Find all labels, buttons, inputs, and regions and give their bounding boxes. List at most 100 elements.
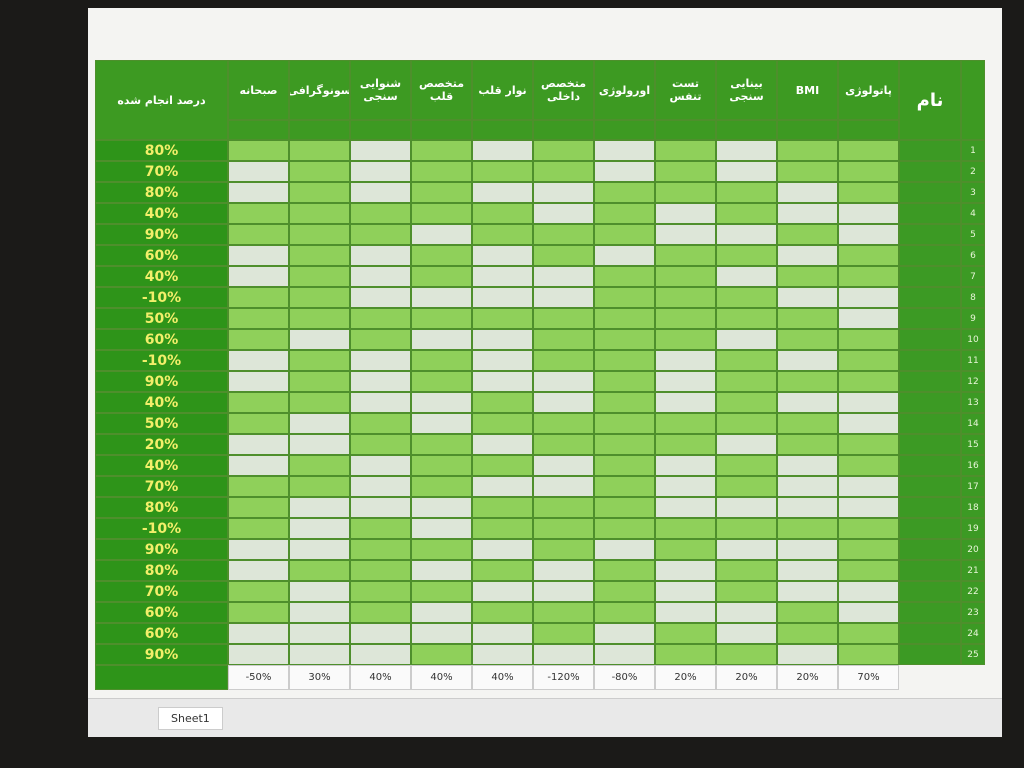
status-cell [594,245,655,266]
status-cell [350,623,411,644]
status-cell [472,581,533,602]
status-cell [594,434,655,455]
status-cell [655,602,716,623]
row-number: 1 [961,140,985,161]
status-cell [594,497,655,518]
status-cell [777,329,838,350]
status-cell [411,182,472,203]
status-cell [228,455,289,476]
total-cell: 40% [472,665,533,690]
status-cell [777,350,838,371]
total-cell: -120% [533,665,594,690]
header-cell: تست تنفس [655,60,716,120]
name-cell [899,161,961,182]
status-cell [533,623,594,644]
status-cell [533,392,594,413]
status-cell [533,203,594,224]
status-cell [472,182,533,203]
row-number: 8 [961,287,985,308]
status-cell [838,476,899,497]
status-cell [655,581,716,602]
status-cell [777,644,838,665]
status-cell [777,287,838,308]
status-cell [716,371,777,392]
name-cell [899,245,961,266]
status-cell [411,308,472,329]
status-cell [533,455,594,476]
status-cell [411,434,472,455]
status-cell [594,392,655,413]
status-cell [411,581,472,602]
status-cell [594,161,655,182]
status-cell [655,644,716,665]
status-cell [411,644,472,665]
status-cell [716,518,777,539]
status-cell [472,602,533,623]
status-cell [228,224,289,245]
status-cell [838,350,899,371]
row-number: 20 [961,539,985,560]
status-cell [472,518,533,539]
status-cell [350,266,411,287]
status-cell [411,245,472,266]
status-cell [350,224,411,245]
status-cell [350,413,411,434]
subheader-cell [289,120,350,140]
status-cell [777,371,838,392]
tab-bar: Sheet1 [88,698,1002,737]
status-cell [289,539,350,560]
status-cell [289,392,350,413]
name-cell [899,371,961,392]
status-cell [472,140,533,161]
status-cell [533,413,594,434]
status-cell [838,497,899,518]
status-cell [350,644,411,665]
spreadsheet-screen: Sheet1 درصد انجام شده صبحانه سونوگرافی شنوا… [88,8,1002,737]
status-cell [838,287,899,308]
status-cell [289,581,350,602]
status-cell [716,560,777,581]
status-cell [594,623,655,644]
status-cell [289,371,350,392]
status-cell [655,623,716,644]
status-cell [411,371,472,392]
subheader-cell [716,120,777,140]
row-number: 24 [961,623,985,644]
status-cell [838,413,899,434]
status-cell [594,602,655,623]
status-cell [838,434,899,455]
progress-cell: 70% [95,161,228,182]
status-cell [716,476,777,497]
status-cell [472,413,533,434]
status-cell [594,203,655,224]
status-cell [411,539,472,560]
status-cell [838,644,899,665]
status-cell [655,329,716,350]
progress-cell: 60% [95,245,228,266]
status-cell [289,476,350,497]
status-cell [228,560,289,581]
row-number: 4 [961,203,985,224]
status-cell [411,413,472,434]
status-cell [716,287,777,308]
total-cell: -80% [594,665,655,690]
status-cell [777,245,838,266]
status-cell [411,476,472,497]
row-number: 5 [961,224,985,245]
name-cell [899,497,961,518]
header-cell: نوار قلب [472,60,533,120]
status-cell [777,581,838,602]
status-cell [716,350,777,371]
row-number: 11 [961,350,985,371]
status-cell [655,140,716,161]
sheet-tab[interactable]: Sheet1 [158,707,223,730]
status-cell [411,497,472,518]
row-number: 19 [961,518,985,539]
status-cell [838,245,899,266]
status-cell [411,518,472,539]
status-cell [411,140,472,161]
name-cell [899,581,961,602]
total-cell: 70% [838,665,899,690]
status-cell [228,581,289,602]
total-cell: 20% [777,665,838,690]
